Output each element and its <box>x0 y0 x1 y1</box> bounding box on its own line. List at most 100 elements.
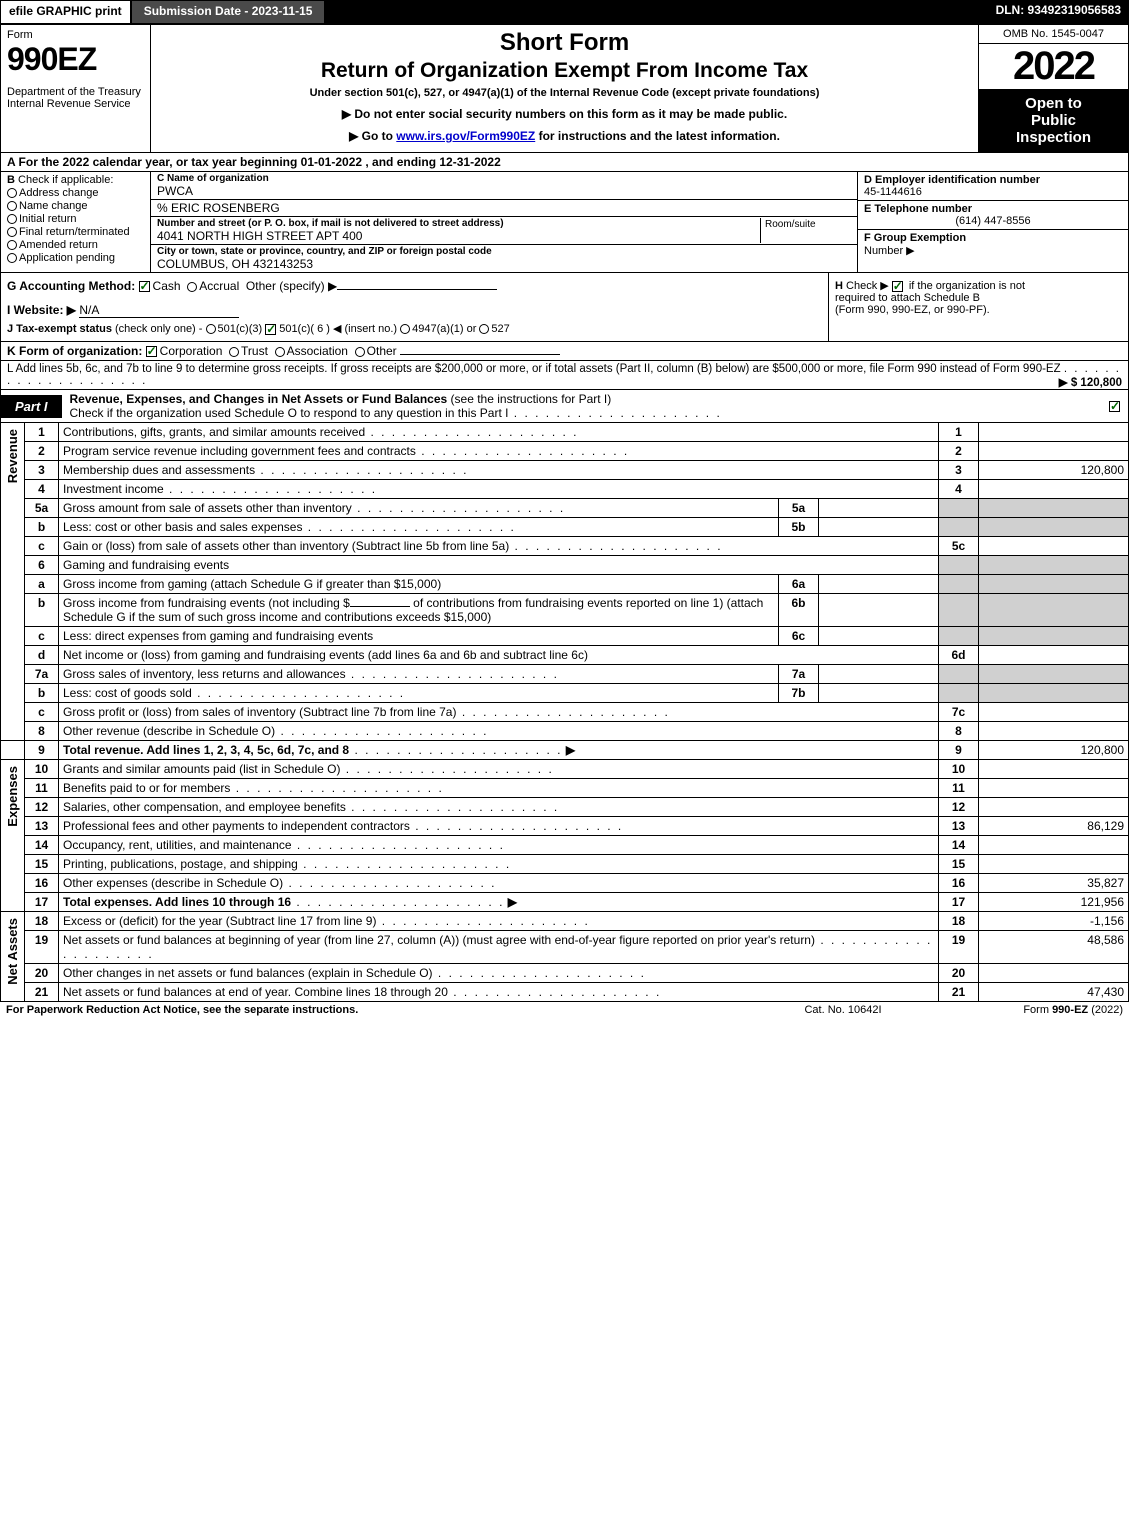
table-row: 6 Gaming and fundraising events <box>1 556 1129 575</box>
link-suffix: for instructions and the latest informat… <box>535 129 780 143</box>
line-num: 11 <box>25 779 59 798</box>
top-bar: efile GRAPHIC print Submission Date - 20… <box>0 0 1129 24</box>
checkbox-schedule-b-not-required[interactable] <box>892 281 903 292</box>
checkbox-schedule-o-used[interactable] <box>1109 401 1120 412</box>
h-text4: (Form 990, 990-EZ, or 990-PF). <box>835 304 990 316</box>
table-row: 8 Other revenue (describe in Schedule O)… <box>1 722 1129 741</box>
form-year-block: OMB No. 1545-0047 2022 Open to Public In… <box>978 25 1128 152</box>
submission-date-label: Submission Date - 2023-11-15 <box>131 0 326 24</box>
dln-label: DLN: 93492319056583 <box>988 0 1129 24</box>
line-num: 8 <box>25 722 59 741</box>
line-desc: Less: direct expenses from gaming and fu… <box>63 629 373 643</box>
table-row: 19 Net assets or fund balances at beginn… <box>1 931 1129 964</box>
table-row: 14 Occupancy, rent, utilities, and maint… <box>1 836 1129 855</box>
table-row: 20 Other changes in net assets or fund b… <box>1 964 1129 983</box>
line-num: 9 <box>25 741 59 760</box>
line-rnum: 6d <box>939 646 979 665</box>
checkbox-trust[interactable] <box>229 347 239 357</box>
sections-d-e-f: D Employer identification number 45-1144… <box>858 172 1128 272</box>
line-rval <box>979 964 1129 983</box>
line-subnum: 5a <box>779 499 819 518</box>
radio-501c3[interactable] <box>206 324 216 334</box>
checkbox-amended-return[interactable]: Amended return <box>7 239 144 251</box>
checkbox-accrual[interactable] <box>187 282 197 292</box>
radio-501c[interactable] <box>265 324 276 335</box>
other-specify-input[interactable] <box>337 289 497 290</box>
line-rnum: 11 <box>939 779 979 798</box>
part-1-title: Revenue, Expenses, and Changes in Net As… <box>62 390 1104 422</box>
line-rnum: 1 <box>939 423 979 442</box>
open-public-badge: Open to Public Inspection <box>979 89 1128 152</box>
opt-trust: Trust <box>241 344 268 358</box>
checkbox-corporation[interactable] <box>146 346 157 357</box>
radio-527[interactable] <box>479 324 489 334</box>
line-rnum: 8 <box>939 722 979 741</box>
line-subval <box>819 665 939 684</box>
shaded-cell <box>979 627 1129 646</box>
section-l-text: L Add lines 5b, 6c, and 7b to line 9 to … <box>7 363 1061 375</box>
opt-4947: 4947(a)(1) or <box>412 323 476 335</box>
form-title-block: Short Form Return of Organization Exempt… <box>151 25 978 152</box>
sections-g-h: G Accounting Method: Cash Accrual Other … <box>0 272 1129 342</box>
radio-4947[interactable] <box>400 324 410 334</box>
omb-number: OMB No. 1545-0047 <box>979 25 1128 44</box>
line-rval <box>979 442 1129 461</box>
checkbox-final-return[interactable]: Final return/terminated <box>7 226 144 238</box>
line-num: c <box>25 537 59 556</box>
line-rval: 35,827 <box>979 874 1129 893</box>
section-h: H Check ▶ if the organization is not req… <box>828 273 1128 341</box>
shaded-cell <box>979 518 1129 537</box>
care-of: % ERIC ROSENBERG <box>157 201 851 215</box>
table-row: 11 Benefits paid to or for members 11 <box>1 779 1129 798</box>
contrib-amount-input[interactable] <box>350 606 410 607</box>
opt-501c3: 501(c)(3) <box>218 323 263 335</box>
opt-501c: 501(c)( 6 ) ◀ (insert no.) <box>279 323 397 335</box>
checkbox-cash[interactable] <box>139 281 150 292</box>
table-row: d Net income or (loss) from gaming and f… <box>1 646 1129 665</box>
group-exemption-number-label: Number ▶ <box>864 245 915 257</box>
line-num: 15 <box>25 855 59 874</box>
part-1-table: Revenue 1 Contributions, gifts, grants, … <box>0 423 1129 1002</box>
cash-label: Cash <box>153 279 181 293</box>
checkbox-other-org[interactable] <box>355 347 365 357</box>
expenses-side-label: Expenses <box>5 762 20 831</box>
city-state-zip: COLUMBUS, OH 432143253 <box>157 257 851 271</box>
line-num: 2 <box>25 442 59 461</box>
org-name-label: C Name of organization <box>157 173 851 184</box>
line-rnum: 17 <box>939 893 979 912</box>
line-rnum: 5c <box>939 537 979 556</box>
line-rval <box>979 480 1129 499</box>
checkbox-name-change[interactable]: Name change <box>7 200 144 212</box>
efile-print-button[interactable]: efile GRAPHIC print <box>0 0 131 24</box>
checkbox-initial-return[interactable]: Initial return <box>7 213 144 225</box>
irs-link[interactable]: www.irs.gov/Form990EZ <box>396 129 535 143</box>
line-rnum: 20 <box>939 964 979 983</box>
line-rval <box>979 855 1129 874</box>
form-org-label: K Form of organization: <box>7 344 142 358</box>
line-num: 10 <box>25 760 59 779</box>
table-row: Net Assets 18 Excess or (deficit) for th… <box>1 912 1129 931</box>
checkbox-association[interactable] <box>275 347 285 357</box>
line-subnum: 5b <box>779 518 819 537</box>
line-desc: Total revenue. Add lines 1, 2, 3, 4, 5c,… <box>63 743 349 757</box>
website-value: N/A <box>79 303 239 318</box>
table-row: 7a Gross sales of inventory, less return… <box>1 665 1129 684</box>
website-label: I Website: ▶ <box>7 303 76 317</box>
line-rnum: 14 <box>939 836 979 855</box>
line-subval <box>819 684 939 703</box>
accounting-method-label: G Accounting Method: <box>7 279 135 293</box>
shaded-cell <box>979 594 1129 627</box>
line-num: b <box>25 684 59 703</box>
other-org-input[interactable] <box>400 354 560 355</box>
checkbox-application-pending[interactable]: Application pending <box>7 252 144 264</box>
line-desc: Occupancy, rent, utilities, and maintena… <box>63 838 292 852</box>
line-desc: Less: cost of goods sold <box>63 686 192 700</box>
checkbox-address-change[interactable]: Address change <box>7 187 144 199</box>
h-text1: Check ▶ <box>846 280 889 292</box>
line-rval <box>979 779 1129 798</box>
ein-value: 45-1144616 <box>864 186 1122 198</box>
line-desc: Less: cost or other basis and sales expe… <box>63 520 302 534</box>
section-b: B Check if applicable: Address change Na… <box>1 172 151 272</box>
section-b-label: B <box>7 174 15 186</box>
open-line2: Public <box>983 112 1124 129</box>
